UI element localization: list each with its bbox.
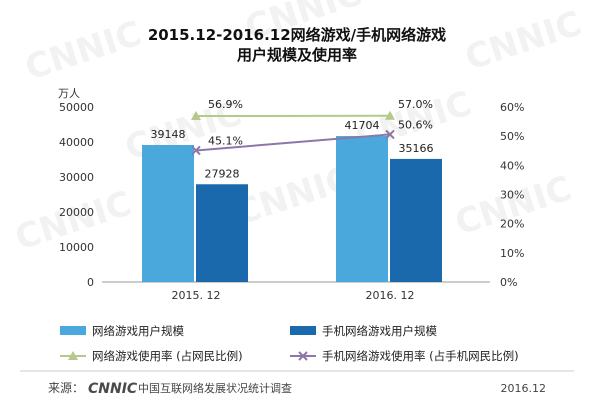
footer-source-label: 来源： bbox=[48, 381, 84, 395]
bar-mobile-game-users bbox=[390, 159, 442, 282]
chart-title-line: 用户规模及使用率 bbox=[237, 46, 357, 64]
y-axis-right-tick-label: 0% bbox=[500, 276, 517, 289]
line-data-label: 57.0% bbox=[398, 98, 433, 111]
chart-title-line: 2015.12-2016.12网络游戏/手机网络游戏 bbox=[148, 26, 446, 44]
y-axis-left-tick-label: 50000 bbox=[59, 101, 94, 114]
cnnic-logo: CNNIC bbox=[88, 381, 138, 397]
line-data-label: 50.6% bbox=[398, 118, 433, 131]
y-axis-left-tick-label: 20000 bbox=[59, 206, 94, 219]
line-data-label: 45.1% bbox=[208, 134, 243, 147]
legend-label: 手机网络游戏使用率 (占手机网民比例) bbox=[322, 349, 519, 363]
x-axis-tick-label: 2015. 12 bbox=[172, 289, 221, 302]
bar-data-label: 27928 bbox=[205, 167, 240, 180]
y-axis-right-tick-label: 50% bbox=[500, 130, 524, 143]
y-axis-left-tick-label: 40000 bbox=[59, 136, 94, 149]
y-axis-right-tick-label: 30% bbox=[500, 189, 524, 202]
watermark-text: CNNIC bbox=[20, 14, 146, 89]
legend-swatch bbox=[60, 326, 86, 335]
footer-source-org: 中国互联网络发展状况统计调查 bbox=[138, 381, 292, 395]
watermark-text: CNNIC bbox=[460, 4, 586, 79]
legend-label: 网络游戏使用率 (占网民比例) bbox=[92, 349, 243, 363]
bar-data-label: 39148 bbox=[151, 128, 186, 141]
bar-pc-game-users bbox=[336, 136, 388, 282]
bar-mobile-game-users bbox=[196, 184, 248, 282]
y-axis-left-tick-label: 30000 bbox=[59, 171, 94, 184]
footer-date: 2016.12 bbox=[501, 382, 547, 395]
y-axis-right-tick-label: 10% bbox=[500, 247, 524, 260]
legend-label: 网络游戏用户规模 bbox=[92, 324, 184, 338]
y-axis-left-unit: 万人 bbox=[58, 87, 80, 100]
bar-pc-game-users bbox=[142, 145, 194, 282]
y-axis-left-tick-label: 0 bbox=[87, 276, 94, 289]
legend-label: 手机网络游戏用户规模 bbox=[322, 324, 437, 338]
legend-swatch bbox=[290, 326, 316, 335]
y-axis-right-tick-label: 40% bbox=[500, 159, 524, 172]
y-axis-left-tick-label: 10000 bbox=[59, 241, 94, 254]
line-data-label: 56.9% bbox=[208, 98, 243, 111]
y-axis-right-tick-label: 20% bbox=[500, 218, 524, 231]
bar-data-label: 41704 bbox=[345, 119, 380, 132]
y-axis-right-tick-label: 60% bbox=[500, 101, 524, 114]
x-axis-tick-label: 2016. 12 bbox=[366, 289, 415, 302]
bar-data-label: 35166 bbox=[399, 142, 434, 155]
watermark-text: CNNIC bbox=[450, 169, 576, 244]
